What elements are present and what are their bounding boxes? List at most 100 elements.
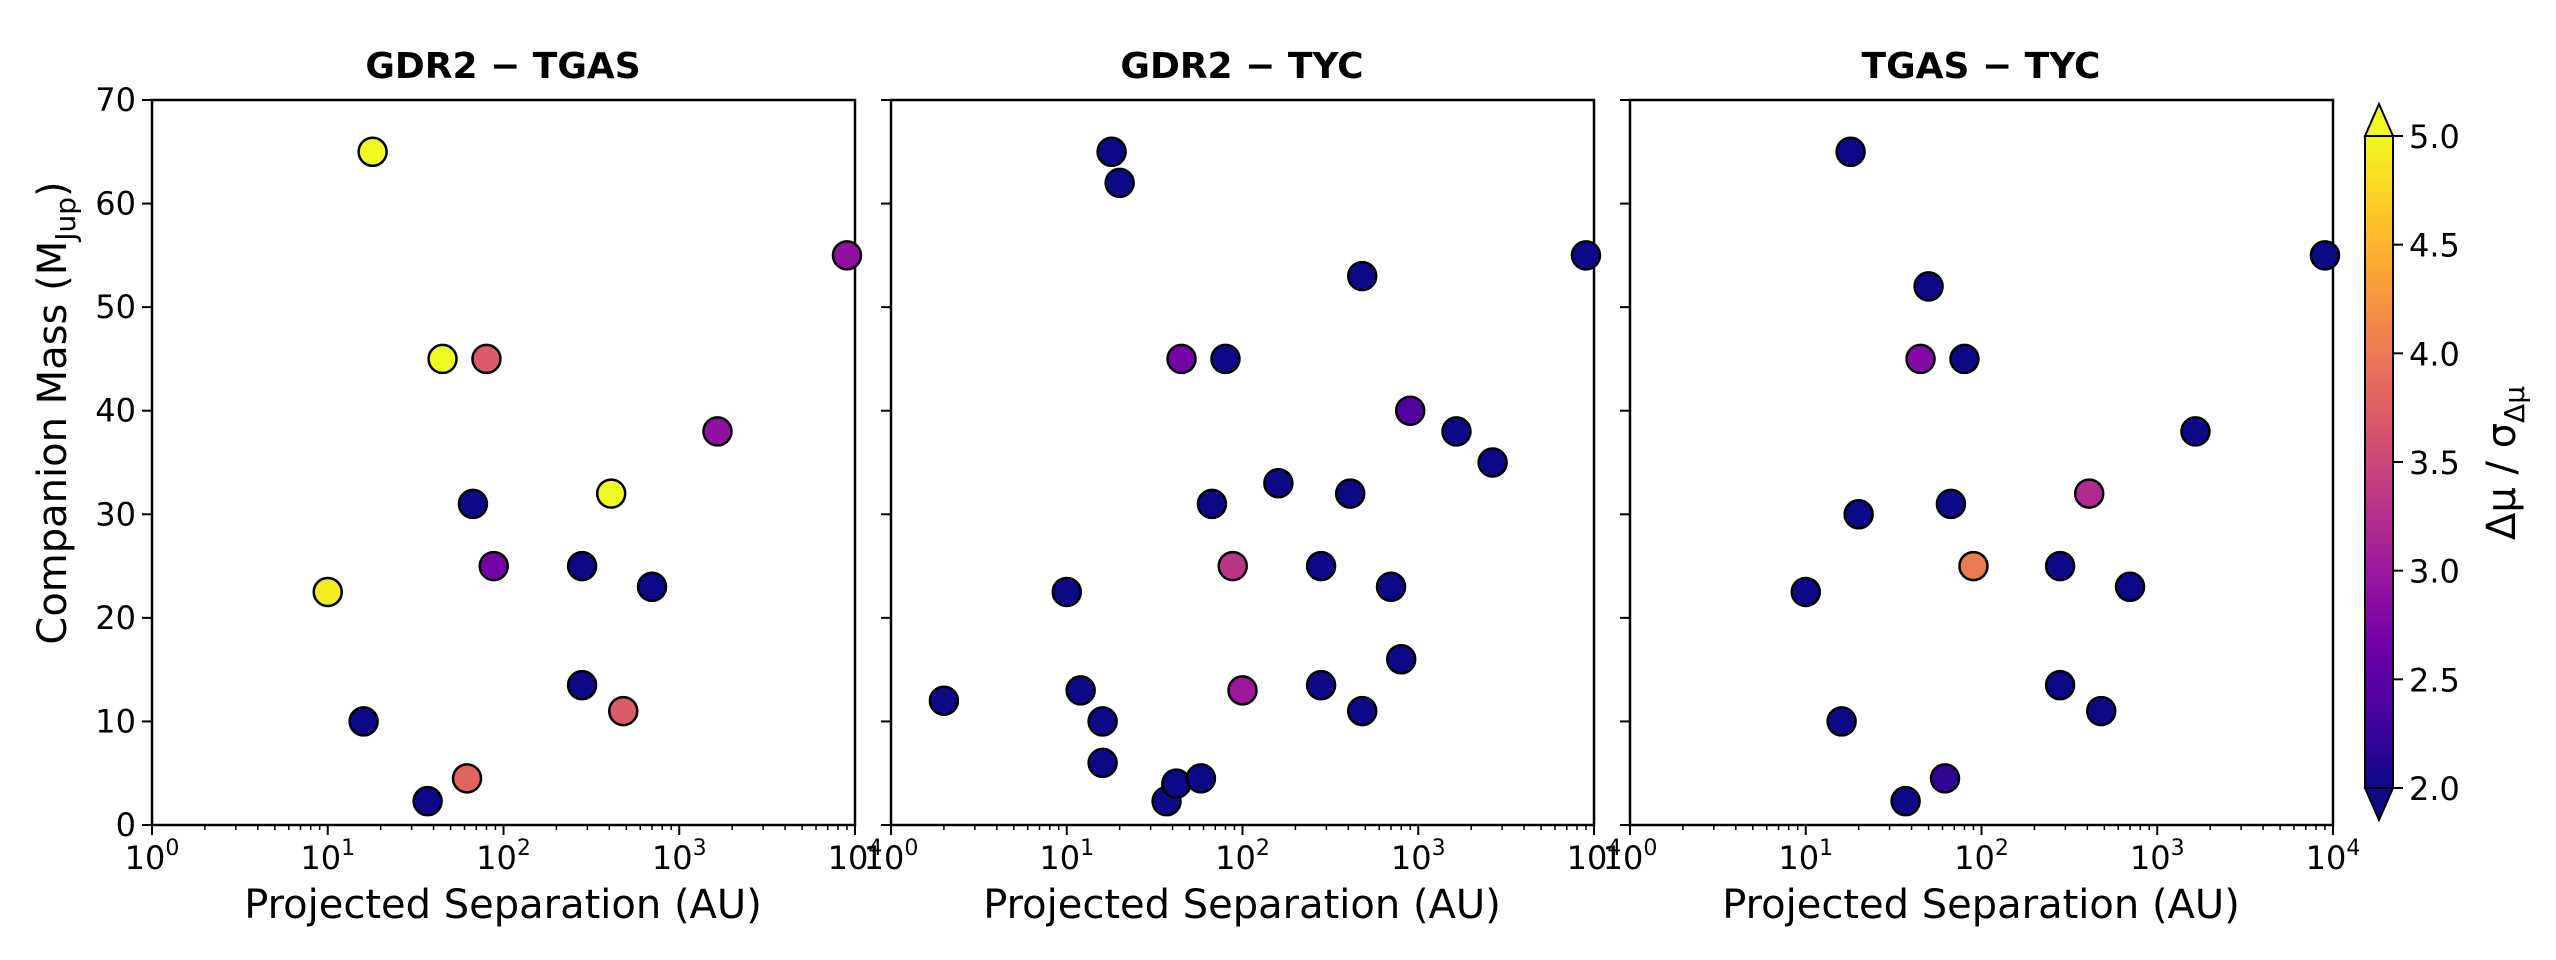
data-point [1227,675,1258,706]
data-point [1334,478,1366,509]
data-point [1346,260,1378,292]
colorbar-gradient [2364,135,2394,789]
data-point [1949,343,1980,375]
data-point [1394,395,1426,426]
data-point [2085,695,2117,727]
data-point [566,669,598,701]
data-point [2180,416,2211,447]
data-point [1935,488,1967,520]
data-point [1913,271,1944,302]
colorbar: Δμ / σΔμ 2.0 2.5 3.0 3.5 4.0 4.5 5.0 [2363,101,2531,823]
data-point [595,478,627,509]
x-axis-label: Projected Separation (AU) [983,882,1501,928]
data-point [1166,343,1197,375]
x-axis-label: Projected Separation (AU) [1722,882,2240,928]
data-point [471,343,502,375]
data-point [1346,695,1378,727]
colorbar-tick-label: 2.5 [2409,661,2460,699]
data-point [2044,550,2076,582]
data-point [1929,763,1961,794]
y-tick-label: 70 [95,81,136,119]
panel-title: GDR2 − TGAS [365,46,640,87]
y-tick-label: 60 [95,185,136,223]
colorbar-tick-label: 3.5 [2409,444,2460,482]
colorbar-tick-label: 4.0 [2409,335,2460,373]
data-point [1835,136,1866,168]
data-point [1843,499,1874,530]
data-point [1087,706,1118,737]
data-point [427,343,458,375]
svg-text:Companion Mass (MJup): Companion Mass (MJup) [30,181,82,644]
data-point [928,685,960,716]
x-tick-label: 100 [1603,836,1658,877]
x-tick-label: 103 [1391,836,1446,877]
data-point [607,695,639,727]
x-tick-label: 104 [1567,836,1622,877]
x-tick-label: 100 [125,836,180,877]
data-point [451,763,483,794]
data-point [1385,644,1417,675]
y-tick-label: 10 [95,702,136,740]
data-point [831,240,863,271]
data-point [1210,343,1241,375]
x-tick-label: 103 [2130,836,2185,877]
plot-frame [150,98,857,827]
data-point [1477,447,1508,478]
x-tick-label: 102 [1215,836,1270,877]
data-point [1196,488,1228,520]
y-tick-label: 30 [95,495,136,533]
data-point [478,550,509,582]
colorbar-tick-label: 4.5 [2409,227,2460,265]
data-point [312,576,343,608]
data-point [1305,669,1337,701]
data-point [1104,167,1135,199]
y-tick-label: 0 [116,806,136,844]
data-point [1570,240,1602,271]
x-tick-label: 104 [2306,836,2361,877]
panel-title: TGAS − TYC [1862,46,2101,87]
data-point [1958,550,1989,582]
x-tick-label: 101 [300,836,355,877]
plot-frame [1628,98,2335,827]
data-point [1096,136,1127,168]
data-point [1051,576,1082,608]
data-point [636,571,668,603]
data-point [1217,550,1248,582]
x-tick-label: 104 [828,836,883,877]
x-tick-label: 101 [1778,836,1833,877]
data-point [457,488,489,520]
data-point [1890,785,1921,817]
data-point [2114,571,2146,603]
panel-gdr2-tgas: GDR2 − TGAS Projected Separation (AU) 01… [95,46,882,928]
data-point [1441,416,1472,447]
colorbar-extend-max [2363,101,2395,137]
panel-gdr2-tyc: GDR2 − TYC Projected Separation (AU) 100… [864,46,1622,928]
data-point [1790,576,1821,608]
y-tick-label: 50 [95,288,136,326]
data-point [2309,240,2341,271]
data-point [1087,747,1118,779]
y-axis-label: Companion Mass (MJup) [30,181,82,644]
data-point [412,785,443,817]
x-axis-label: Projected Separation (AU) [244,882,762,928]
x-tick-label: 101 [1039,836,1094,877]
x-tick-label: 100 [864,836,919,877]
data-point [357,136,388,168]
data-point [1905,343,1936,375]
colorbar-label: Δμ / σΔμ [2479,386,2531,540]
panel-tgas-tyc: TGAS − TYC Projected Separation (AU) 100… [1603,46,2361,928]
x-tick-label: 102 [1954,836,2009,877]
data-point [1263,467,1294,499]
y-tick-label: 20 [95,599,136,637]
data-point [1305,550,1337,582]
x-tick-label: 103 [652,836,707,877]
x-tick-label: 102 [476,836,531,877]
colorbar-tick-label: 5.0 [2409,118,2460,156]
data-point [1185,763,1217,794]
data-point [702,416,733,447]
data-point [348,706,379,737]
y-tick-label: 40 [95,392,136,430]
panel-title: GDR2 − TYC [1120,46,1363,87]
colorbar-tick-label: 3.0 [2409,553,2460,591]
